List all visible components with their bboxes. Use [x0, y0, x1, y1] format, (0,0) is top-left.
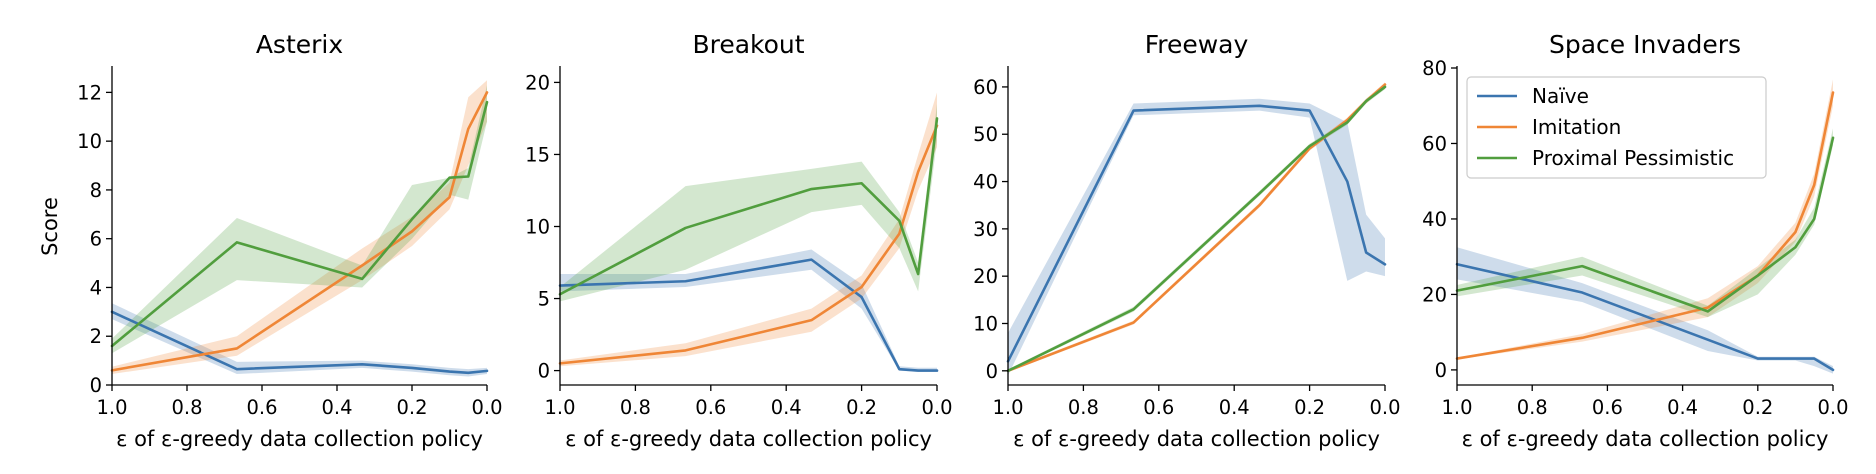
legend-label: Proximal Pessimistic [1532, 146, 1734, 170]
y-tick-label: 12 [77, 81, 102, 104]
y-tick-label: 6 [90, 228, 102, 251]
x-tick-label: 1.0 [96, 396, 127, 419]
y-tick-label: 0 [986, 360, 998, 383]
y-tick-label: 0 [538, 360, 550, 383]
x-tick-label: 0.0 [471, 396, 502, 419]
y-tick-label: 8 [90, 179, 102, 202]
x-tick-label: 0.4 [1219, 396, 1250, 419]
legend-label: Imitation [1532, 115, 1621, 139]
y-tick-label: 40 [1422, 208, 1447, 231]
x-tick-label: 1.0 [992, 396, 1023, 419]
y-tick-label: 4 [90, 276, 102, 299]
y-tick-label: 5 [538, 288, 550, 311]
x-tick-label: 0.6 [246, 396, 277, 419]
chart-panel-3: 0 10 20 30 40 50 60 1.0 0.8 0.6 0.4 0.2 0.0 Freeway ε … [973, 30, 1400, 451]
y-tick-label: 60 [973, 76, 998, 99]
y-tick-label: 30 [973, 218, 998, 241]
confidence-band-na-ve [560, 249, 937, 373]
x-tick-label: 1.0 [544, 396, 575, 419]
chart-title: Freeway [1145, 30, 1249, 59]
chart-panel-4: 0 20 40 60 80 1.0 0.8 0.6 0.4 0.2 0.0 Space Invader… [1422, 30, 1848, 451]
x-tick-label: 1.0 [1441, 396, 1472, 419]
y-tick-label: 15 [525, 143, 550, 166]
legend: Naïve Imitation Proximal Pessimistic [1466, 76, 1767, 179]
x-axis-label: ε of ε-greedy data collection policy [1462, 427, 1829, 451]
series-line-imitation [110, 91, 489, 372]
y-tick-label: 20 [1422, 283, 1447, 306]
x-axis-label: ε of ε-greedy data collection policy [116, 427, 483, 451]
y-tick-label: 80 [1422, 57, 1447, 80]
x-tick-label: 0.4 [1667, 396, 1698, 419]
y-tick-label: 60 [1422, 132, 1447, 155]
chart-title: Space Invaders [1549, 30, 1741, 59]
x-tick-label: 0.8 [171, 396, 202, 419]
y-tick-label: 0 [90, 374, 102, 397]
x-tick-label: 0.2 [846, 396, 877, 419]
x-tick-label: 0.6 [695, 396, 726, 419]
x-tick-label: 0.2 [396, 396, 427, 419]
x-tick-label: 0.8 [1517, 396, 1548, 419]
confidence-band-imitation [112, 80, 487, 375]
confidence-band-na-ve [112, 303, 487, 377]
y-tick-label: 10 [77, 130, 102, 153]
legend-box [1466, 76, 1767, 179]
confidence-band-imitation [560, 92, 937, 367]
x-tick-label: 0.2 [1294, 396, 1325, 419]
x-tick-label: 0.0 [921, 396, 952, 419]
x-tick-label: 0.0 [1369, 396, 1400, 419]
y-tick-label: 0 [1435, 359, 1447, 382]
y-tick-label: 40 [973, 171, 998, 194]
x-tick-label: 0.2 [1742, 396, 1773, 419]
y-tick-label: 20 [973, 265, 998, 288]
x-tick-label: 0.4 [321, 396, 352, 419]
chart-panel-2: 0 5 10 15 20 1.0 0.8 0.6 0.4 0.2 0.0 Breakout ε of ε… [525, 30, 952, 451]
y-tick-label: 50 [973, 123, 998, 146]
legend-label: Naïve [1532, 84, 1589, 108]
y-tick-label: 20 [525, 71, 550, 94]
chart-title: Breakout [692, 30, 804, 59]
chart-title: Asterix [256, 30, 343, 59]
x-tick-label: 0.4 [771, 396, 802, 419]
x-tick-label: 0.6 [1143, 396, 1174, 419]
y-axis-label: Score [38, 197, 62, 256]
x-tick-label: 0.8 [620, 396, 651, 419]
confidence-band-proximal-pessimistic [1457, 128, 1833, 318]
confidence-band-proximal-pessimistic [560, 104, 937, 302]
confidence-band-na-ve [1008, 98, 1385, 376]
y-tick-label: 10 [973, 312, 998, 335]
y-tick-label: 10 [525, 216, 550, 239]
x-axis-label: ε of ε-greedy data collection policy [565, 427, 932, 451]
confidence-band-na-ve [1457, 247, 1833, 374]
y-tick-label: 2 [90, 325, 102, 348]
confidence-band-proximal-pessimistic [112, 85, 487, 354]
chart-panel-1: 0 2 4 6 8 10 12 1.0 0.8 0.6 0.4 0.2 0.0 Asterix ε of ε… [38, 30, 503, 451]
x-tick-label: 0.6 [1592, 396, 1623, 419]
x-axis-label: ε of ε-greedy data collection policy [1013, 427, 1380, 451]
x-tick-label: 0.0 [1817, 396, 1848, 419]
x-tick-label: 0.8 [1068, 396, 1099, 419]
